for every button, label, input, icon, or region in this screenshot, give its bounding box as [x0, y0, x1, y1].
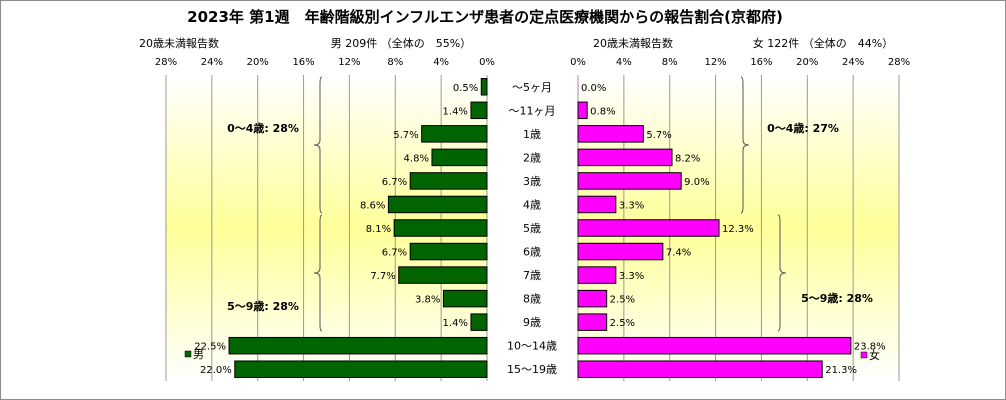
age-category-label: 6歳 [523, 246, 541, 259]
age-category-label: 2歳 [523, 151, 541, 164]
male-bar [421, 125, 488, 143]
female-x-tick: 16% [750, 57, 772, 68]
age-category-label: 15～19歳 [507, 363, 557, 376]
male-data-label: 6.7% [382, 248, 407, 259]
male-bar [431, 148, 488, 167]
female-bar [577, 266, 617, 284]
female-bar [577, 148, 673, 167]
female-data-label: 12.3% [722, 224, 754, 235]
male-data-label: 4.8% [404, 153, 429, 164]
female-x-tick: 8% [662, 57, 678, 68]
female-bar [577, 101, 588, 120]
male-data-label: 8.6% [360, 200, 385, 211]
male-bar [480, 78, 488, 96]
male-x-tick: 28% [155, 57, 177, 68]
male-legend-swatch [184, 350, 192, 358]
male-data-label: 3.8% [415, 295, 440, 306]
right-panel-heading: 20歳未満報告数 [593, 37, 673, 50]
male-5-9-brace [313, 214, 323, 332]
male-bar [470, 313, 488, 331]
female-x-tick: 0% [570, 57, 586, 68]
female-data-label: 23.8% [854, 342, 886, 353]
female-data-label: 3.3% [619, 271, 644, 282]
age-category-label: ～11ヶ月 [509, 104, 556, 117]
female-bar [577, 219, 720, 237]
male-data-label: 22.0% [200, 365, 232, 376]
female-x-tick: 4% [616, 57, 632, 68]
female-data-label: 3.3% [619, 200, 644, 211]
male-data-label: 0.5% [453, 83, 478, 94]
female-legend-label: 女 [869, 348, 880, 362]
female-bar [577, 195, 617, 214]
female-data-label: 0.0% [581, 83, 606, 94]
male-data-label: 1.4% [443, 106, 468, 117]
age-category-label: 9歳 [523, 316, 541, 329]
female-data-label: 7.4% [666, 248, 691, 259]
male-x-tick: 20% [247, 57, 269, 68]
female-data-label: 8.2% [675, 153, 700, 164]
age-category-label: 10～14歳 [507, 340, 557, 353]
age-category-label: 3歳 [523, 175, 541, 188]
female-5-9-annotation: 5～9歳: 28% [801, 291, 873, 305]
male-x-tick: 0% [479, 57, 495, 68]
male-bar [398, 266, 488, 284]
female-bar [577, 289, 608, 308]
male-data-label: 22.5% [194, 342, 226, 353]
male-bar [470, 101, 488, 120]
age-category-label: 7歳 [523, 269, 541, 282]
male-0-4-brace [313, 76, 323, 214]
female-data-label: 0.8% [590, 106, 615, 117]
female-bar [577, 242, 664, 261]
male-x-tick: 24% [201, 57, 223, 68]
female-x-tick: 28% [888, 57, 910, 68]
female-x-tick: 24% [842, 57, 864, 68]
age-category-label: 1歳 [523, 128, 541, 141]
age-category-label: ～5ヶ月 [512, 81, 552, 94]
female-data-label: 2.5% [610, 295, 635, 306]
male-x-tick: 12% [338, 57, 360, 68]
male-data-label: 5.7% [393, 130, 418, 141]
male-x-tick: 8% [387, 57, 403, 68]
male-x-tick: 16% [292, 57, 314, 68]
female-data-label: 2.5% [610, 318, 635, 329]
female-legend-swatch [860, 351, 868, 359]
female-data-label: 21.3% [825, 365, 857, 376]
male-data-label: 1.4% [443, 318, 468, 329]
male-bar [442, 289, 488, 308]
female-0-4-brace [740, 76, 750, 214]
age-category-label: 8歳 [523, 293, 541, 306]
female-bar [577, 336, 852, 355]
male-data-label: 8.1% [366, 224, 391, 235]
female-bar [577, 125, 644, 143]
male-data-label: 7.7% [370, 271, 395, 282]
male-bar [228, 336, 488, 355]
male-bar [234, 360, 488, 378]
age-category-label: 5歳 [523, 222, 541, 235]
female-data-label: 5.7% [646, 130, 671, 141]
chart-title: 2023年 第1週 年齢階級別インフルエンザ患者の定点医療機関からの報告割合(京… [187, 8, 783, 26]
age-category-label: 4歳 [523, 198, 541, 211]
male-x-tick: 4% [433, 57, 449, 68]
female-x-tick: 20% [796, 57, 818, 68]
male-bar [409, 242, 488, 261]
male-legend-label: 男 [193, 348, 204, 361]
male-bar [387, 195, 488, 214]
female-x-tick: 12% [704, 57, 726, 68]
female-bar [577, 172, 682, 190]
male-data-label: 6.7% [382, 177, 407, 188]
male-bar [409, 172, 488, 190]
female-0-4-annotation: 0～4歳: 27% [767, 121, 839, 135]
female-data-label: 9.0% [684, 177, 709, 188]
female-series-header: 女 122件 （全体の 44%） [753, 36, 893, 50]
male-0-4-annotation: 0～4歳: 28% [227, 121, 299, 135]
female-bar [577, 313, 608, 331]
male-series-header: 男 209件 （全体の 55%） [331, 36, 471, 50]
left-panel-heading: 20歳未満報告数 [139, 37, 219, 50]
male-5-9-annotation: 5～9歳: 28% [227, 299, 299, 313]
male-bar [393, 219, 488, 237]
female-5-9-brace [777, 214, 787, 332]
female-bar [577, 360, 823, 378]
